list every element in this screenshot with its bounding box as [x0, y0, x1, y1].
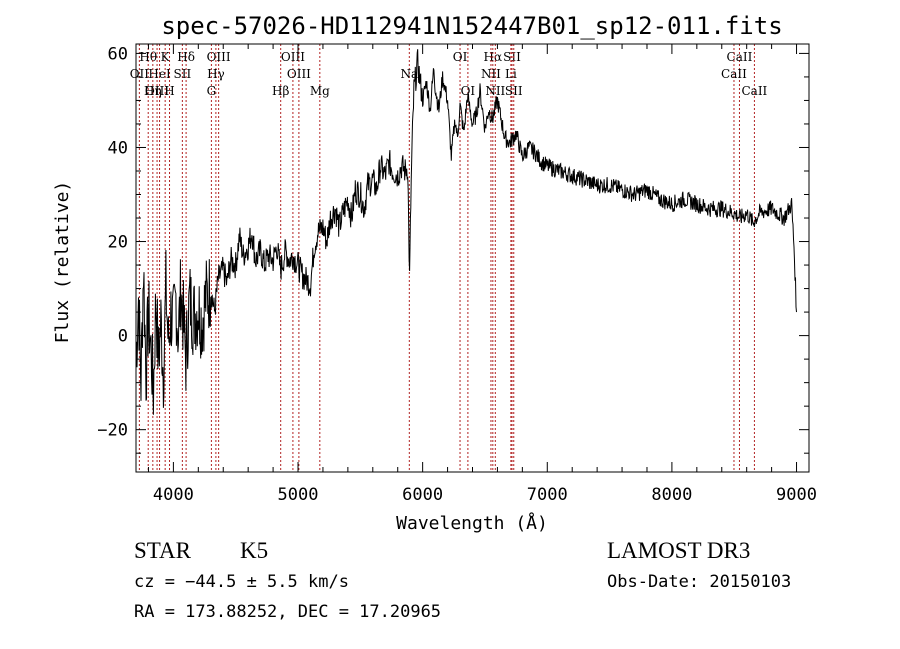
line-marker-label-21: NII [485, 84, 505, 98]
spectrum-line [135, 49, 797, 415]
y-tick-label-2: 20 [108, 233, 128, 253]
line-marker-label-15: Mg [310, 84, 330, 98]
line-marker-label-17: OI [453, 50, 468, 64]
line-marker-label-4: Hη [144, 84, 162, 98]
line-marker-label-26: CaII [721, 67, 747, 81]
coordinates: RA = 173.88252, DEC = 17.20965 [134, 602, 442, 622]
line-marker-label-10: Hγ [207, 67, 225, 81]
y-axis: −20 0 20 40 60 [97, 44, 809, 454]
line-marker-label-25: CaII [727, 50, 753, 64]
star-class: STAR [134, 538, 191, 563]
x-tick-label-5: 9000 [776, 485, 817, 505]
survey-name: LAMOST DR3 [607, 538, 751, 563]
line-marker-label-27: CaII [741, 84, 767, 98]
y-tick-label-3: 40 [108, 138, 128, 158]
line-marker-label-14: OIII [287, 67, 311, 81]
line-marker-label-7: SII [174, 67, 192, 81]
chart-title: spec-57026-HD112941N152447B01_sp12-011.f… [161, 12, 782, 40]
line-marker-label-5: K [161, 50, 171, 64]
line-marker-label-0: Hθ [139, 50, 157, 64]
line-marker-label-19: Hα [484, 50, 503, 64]
line-marker-label-3: HeI [148, 67, 171, 81]
line-marker-label-12: Hβ [272, 84, 289, 98]
x-tick-label-4: 8000 [651, 485, 692, 505]
x-tick-label-2: 6000 [402, 485, 443, 505]
line-marker-label-22: SII [503, 50, 521, 64]
x-tick-label-0: 4000 [153, 485, 194, 505]
redshift-value: cz = −44.5 ± 5.5 km/s [134, 572, 349, 592]
line-marker-label-8: Hδ [177, 50, 195, 64]
y-tick-label-1: 0 [118, 327, 128, 347]
line-marker-label-23: Li [505, 67, 517, 81]
x-axis-label: Wavelength (Å) [396, 512, 548, 534]
y-tick-label-0: −20 [97, 421, 128, 441]
line-marker-label-6: H [164, 84, 174, 98]
line-marker-label-11: G [207, 84, 217, 98]
line-marker-label-2: OIII [145, 84, 169, 98]
x-axis: 4000 5000 6000 7000 8000 9000 [147, 44, 817, 505]
x-tick-label-3: 7000 [527, 485, 568, 505]
line-marker-label-20: NII [481, 67, 501, 81]
line-marker-label-9: OIII [207, 50, 231, 64]
observation-date: Obs-Date: 20150103 [607, 572, 792, 592]
line-marker-label-18: OI [461, 84, 476, 98]
line-marker-label-16: Na [400, 67, 418, 81]
line-marker-label-1: OII [130, 67, 150, 81]
x-tick-label-1: 5000 [278, 485, 319, 505]
star-subclass: K5 [240, 538, 269, 563]
y-axis-label: Flux (relative) [52, 181, 73, 344]
line-marker-label-24: SII [505, 84, 523, 98]
line-marker-label-13: OIII [281, 50, 305, 64]
y-tick-label-4: 60 [108, 44, 128, 64]
